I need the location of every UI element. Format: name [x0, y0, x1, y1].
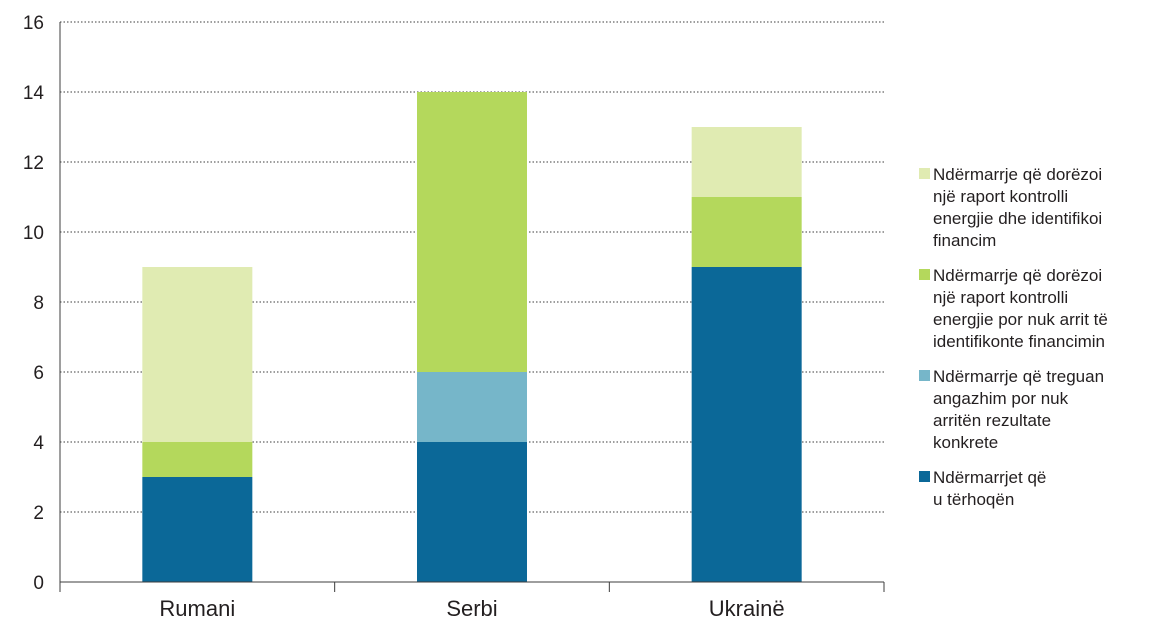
- y-tick-label-2: 2: [33, 503, 44, 524]
- y-tick-label-8: 8: [33, 293, 44, 314]
- legend-item-0: Ndërmarrjet që u tërhoqën: [919, 468, 1046, 509]
- legend-swatch-1: [919, 370, 930, 381]
- legend-item-2: Ndërmarrje që dorëzoi një raport kontroll…: [919, 266, 1108, 351]
- labels: 0 2 4 6 8 10 12 14 16 Rumani Serbi Ukrainë: [23, 13, 785, 621]
- legend-swatch-0: [919, 471, 930, 482]
- legend-label-3: Ndërmarrje që dorëzoi një raport kontroll…: [933, 165, 1102, 250]
- legend-item-3: Ndërmarrje që dorëzoi një raport kontroll…: [919, 165, 1102, 250]
- y-tick-label-6: 6: [33, 363, 44, 384]
- legend-label-1: Ndërmarrje që treguan angazhim por nuk arr…: [933, 367, 1104, 452]
- x-tick-label-rumani: Rumani: [159, 596, 235, 621]
- y-tick-label-14: 14: [23, 83, 45, 104]
- bar-serbi-series-0: [417, 442, 527, 582]
- bar-ukraine-series-0: [691, 267, 802, 582]
- y-tick-label-4: 4: [33, 433, 44, 454]
- bar-serbi-series-1: [417, 372, 527, 442]
- bar-ukraine-series-3: [691, 127, 802, 197]
- axes: [59, 22, 885, 592]
- legend-item-1: Ndërmarrje që treguan angazhim por nuk arr…: [919, 367, 1104, 452]
- bar-serbi-series-2: [417, 92, 527, 372]
- bar-rumani-series-2: [142, 442, 253, 477]
- bar-rumani-series-0: [142, 477, 253, 582]
- legend: Ndërmarrje që dorëzoi një raport kontroll…: [919, 165, 1108, 509]
- y-tick-label-10: 10: [23, 223, 44, 244]
- bar-ukraine-series-2: [691, 197, 802, 267]
- y-tick-label-0: 0: [33, 573, 44, 594]
- legend-swatch-2: [919, 269, 930, 280]
- bars: [142, 92, 802, 582]
- y-tick-label-16: 16: [23, 13, 44, 34]
- bar-rumani-series-3: [142, 267, 253, 442]
- legend-label-0: Ndërmarrjet që u tërhoqën: [933, 468, 1046, 509]
- legend-swatch-3: [919, 168, 930, 179]
- x-tick-label-ukraine: Ukrainë: [709, 596, 785, 621]
- legend-label-2: Ndërmarrje që dorëzoi një raport kontroll…: [933, 266, 1108, 351]
- x-tick-label-serbi: Serbi: [446, 596, 497, 621]
- y-tick-label-12: 12: [23, 153, 44, 174]
